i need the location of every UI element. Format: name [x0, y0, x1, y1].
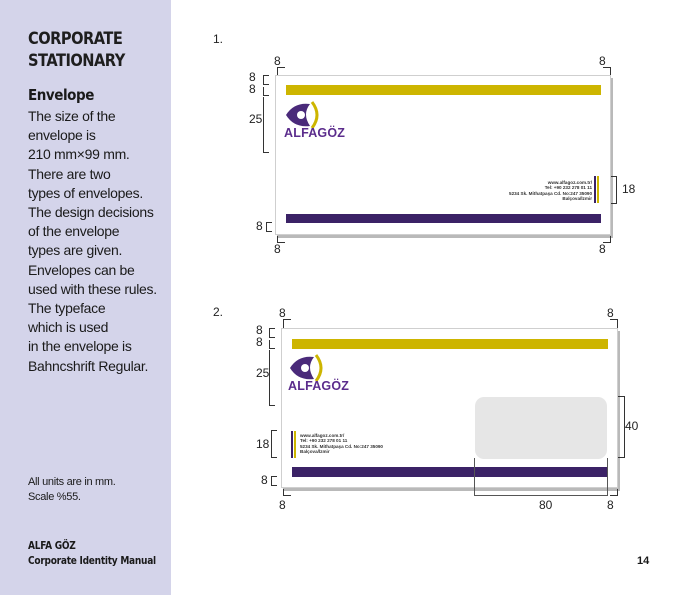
alfagoz-logo: ALFAGÖZ — [288, 351, 350, 397]
envelope-2: ALFAGÖZ www.alfagoz.com.tr/ Tel: +90 232… — [281, 328, 618, 488]
dim-bracket — [263, 75, 269, 85]
dim-bracket — [603, 236, 611, 243]
title-line-2: STATIONARY — [28, 51, 125, 71]
dim-bracket — [610, 319, 618, 328]
units-note: All units are in mm. Scale %55. — [28, 475, 116, 505]
address-line: Tel: +90 232 278 01 11 — [300, 438, 348, 444]
dim-left-a: 8 — [249, 70, 256, 84]
dim-bracket — [283, 319, 291, 328]
dim-bottom-left: 8 — [274, 242, 281, 256]
description-line: of the envelope — [28, 223, 120, 240]
dim-bracket — [269, 328, 275, 338]
dim-top-right: 8 — [607, 306, 614, 320]
dim-bracket — [266, 222, 272, 232]
dim-left-b: 8 — [256, 335, 263, 349]
scale-line: Scale %55. — [28, 491, 81, 503]
alfagoz-logo: ALFAGÖZ — [284, 98, 346, 144]
yellow-band — [286, 85, 601, 95]
dim-bottom-side: 8 — [261, 473, 268, 487]
address-line: www.alfagoz.com.tr/ — [547, 180, 592, 185]
description: The size of the envelope is 210 mm×99 mm… — [28, 107, 173, 376]
address-block: www.alfagoz.com.tr/ Tel: +90 232 278 01 … — [300, 433, 383, 455]
yellow-rule — [294, 431, 296, 458]
description-line: Bahncshrift Regular. — [28, 357, 149, 374]
yellow-rule — [597, 176, 599, 203]
purple-rule — [291, 431, 293, 458]
purple-band — [292, 467, 608, 477]
dim-bracket — [271, 476, 277, 486]
dim-window-width: 80 — [539, 498, 553, 512]
eye-logo-icon — [290, 354, 323, 382]
description-line: 210 mm×99 mm. — [28, 146, 130, 163]
logo-wordmark: ALFAGÖZ — [288, 379, 350, 393]
eye-logo-icon — [286, 101, 319, 129]
footer-brand: ALFA GÖZ — [28, 540, 76, 552]
address-block: www.alfagoz.com.tr/ Tel: +90 232 278 01 … — [466, 180, 592, 202]
address-window — [475, 397, 607, 459]
dim-bracket — [263, 87, 269, 96]
logo-wordmark: ALFAGÖZ — [284, 126, 346, 140]
address-line: 5234 Sk. Mithatpaşa Cd. No:247 35090 — [509, 190, 592, 196]
description-line: in the envelope is — [28, 338, 132, 355]
address-line: Tel: +90 232 278 01 11 — [544, 185, 592, 191]
dim-address-height: 18 — [256, 437, 270, 451]
dim-bracket — [618, 396, 625, 458]
dim-bracket — [269, 350, 275, 406]
dim-bottom-right: 8 — [607, 498, 614, 512]
dim-left-a: 8 — [256, 323, 263, 337]
dim-top-right: 8 — [599, 54, 606, 68]
address-line: Balçova/İzmir — [562, 196, 592, 202]
description-line: which is used — [28, 319, 109, 336]
dim-top-left: 8 — [274, 54, 281, 68]
dim-top-left: 8 — [279, 306, 286, 320]
sidebar: CORPORATE STATIONARY Envelope The size o… — [0, 0, 171, 595]
page-title: CORPORATE STATIONARY — [28, 28, 125, 72]
address-line: 5234 Sk. Mithatpaşa Cd. No:247 35090 — [300, 443, 383, 449]
dim-bracket — [610, 489, 618, 496]
dim-bottom-left: 8 — [279, 498, 286, 512]
dim-bottom-right: 8 — [599, 242, 606, 256]
description-line: Envelopes can be — [28, 261, 135, 278]
dim-bracket — [603, 67, 611, 75]
description-line: used with these rules. — [28, 280, 157, 297]
dim-bracket — [283, 489, 291, 496]
address-line: www.alfagoz.com.tr/ — [300, 433, 345, 438]
dim-left-b: 8 — [249, 82, 256, 96]
yellow-band — [292, 339, 608, 349]
description-line: There are two — [28, 165, 111, 182]
page-number: 14 — [637, 555, 650, 567]
envelope-1: ALFAGÖZ www.alfagoz.com.tr/ Tel: +90 232… — [275, 75, 611, 235]
address-line: Balçova/İzmir — [300, 449, 330, 455]
section-heading: Envelope — [28, 86, 94, 104]
description-line: envelope is — [28, 127, 96, 144]
description-line: types are given. — [28, 242, 123, 259]
dim-window-width-bracket — [474, 458, 608, 496]
envelope-2-number: 2. — [213, 305, 224, 319]
purple-band — [286, 214, 601, 223]
dim-logo-height: 25 — [249, 112, 263, 126]
description-line: The typeface — [28, 300, 106, 317]
footer: ALFA GÖZ Corporate Identity Manual — [28, 539, 156, 569]
dim-bracket — [277, 236, 285, 243]
envelope-1-number: 1. — [213, 32, 224, 46]
title-line-1: CORPORATE — [28, 29, 123, 49]
dim-logo-height: 25 — [256, 366, 270, 380]
purple-rule — [594, 176, 596, 203]
footer-manual: Corporate Identity Manual — [28, 555, 156, 567]
units-line: All units are in mm. — [28, 476, 116, 488]
dim-address-height: 18 — [622, 182, 636, 196]
dim-bottom-side: 8 — [256, 219, 263, 233]
dim-window-height: 40 — [625, 419, 639, 433]
dim-bracket — [263, 97, 269, 153]
description-line: The size of the — [28, 108, 116, 124]
description-line: The design decisions — [28, 204, 154, 221]
dim-bracket — [269, 340, 275, 349]
dim-bracket — [277, 67, 285, 75]
description-line: types of envelopes. — [28, 184, 143, 201]
dim-bracket — [611, 176, 617, 204]
dim-bracket — [271, 430, 277, 458]
